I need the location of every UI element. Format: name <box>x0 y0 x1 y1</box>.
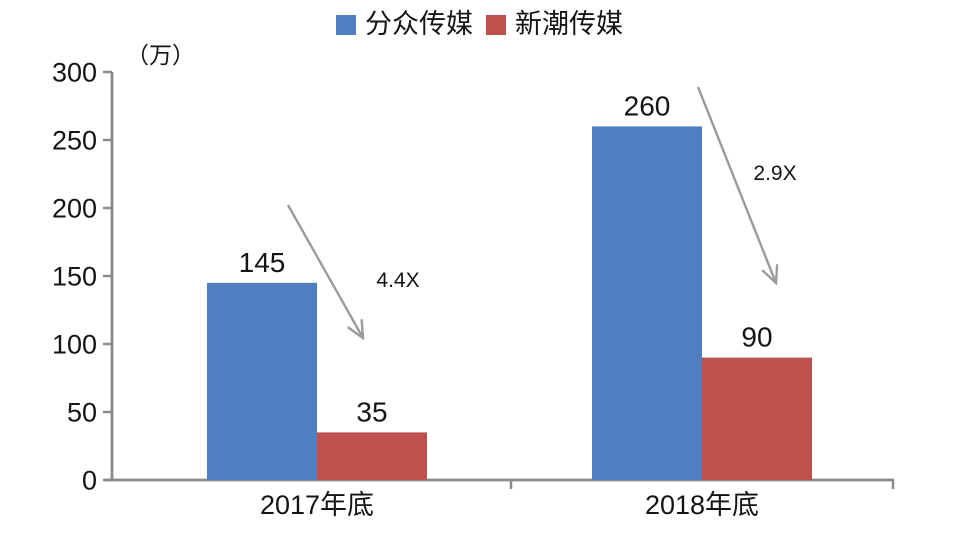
bar-series0-group0 <box>207 282 317 480</box>
legend-label: 新潮传媒 <box>515 9 623 39</box>
ratio-arrow <box>696 86 776 283</box>
ratio-annotation-label: 4.4X <box>376 269 419 292</box>
bar-value-label: 90 <box>741 322 772 353</box>
y-axis-tick-label: 150 <box>52 262 97 292</box>
y-axis-tick-label: 250 <box>52 126 97 156</box>
y-axis-tick-label: 0 <box>82 466 97 496</box>
legend-item: 分众传媒 <box>336 11 473 38</box>
y-axis-tick-label: 200 <box>52 194 97 224</box>
legend-item: 新潮传媒 <box>486 11 623 38</box>
y-axis-tick-label: 300 <box>52 58 97 88</box>
bar-series0-group1 <box>592 126 702 481</box>
legend-swatch <box>486 14 506 35</box>
y-axis-tick-label: 100 <box>52 330 97 360</box>
x-axis-category-label: 2018年底 <box>645 490 759 520</box>
ratio-annotation-label: 2.9X <box>753 162 796 185</box>
ratio-arrow <box>286 204 363 338</box>
bar-series1-group0 <box>317 432 427 480</box>
y-axis-tick-label: 50 <box>67 398 97 428</box>
bar-series1-group1 <box>702 357 812 480</box>
legend-label: 分众传媒 <box>365 9 473 39</box>
y-axis-unit-label: （万） <box>126 43 195 68</box>
bar-value-label: 260 <box>624 90 671 121</box>
x-axis-category-label: 2017年底 <box>260 490 374 520</box>
bar-value-label: 35 <box>356 396 387 427</box>
chart-legend: 分众传媒 新潮传媒 <box>0 11 959 38</box>
legend-swatch <box>336 14 356 35</box>
bar-value-label: 145 <box>239 247 286 278</box>
